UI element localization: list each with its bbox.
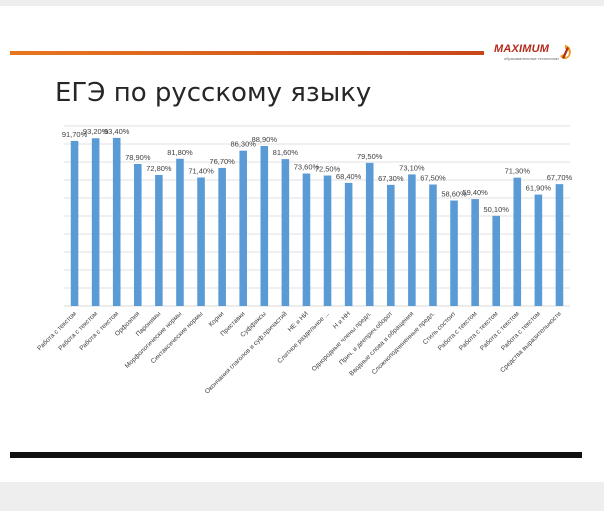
slide-title: ЕГЭ по русскому языку [55, 78, 372, 108]
bar [386, 184, 395, 306]
bar-value-label: 78,90% [125, 153, 151, 162]
bar [429, 184, 437, 306]
bar [91, 138, 100, 306]
bar [492, 215, 501, 306]
category-tick-label: Работа с текстом [36, 309, 79, 352]
category-tick-label: Работа с текстом [499, 309, 542, 352]
header-accent-line [10, 51, 484, 55]
slide: MAXIMUM образовательные технологии ЕГЭ п… [0, 6, 604, 482]
bar-value-label: 81,80% [167, 148, 193, 157]
bar [197, 177, 205, 306]
bar-value-label: 71,40% [188, 166, 214, 175]
category-tick-label: Работа с текстом [78, 309, 121, 352]
bar-value-label: 86,30% [230, 140, 256, 149]
logo-mark-icon [560, 45, 571, 59]
bar-value-label: 67,50% [420, 174, 446, 183]
bar [555, 184, 564, 306]
bar-value-label: 68,40% [336, 172, 362, 181]
bar-value-label: 50,10% [483, 205, 509, 214]
bar [408, 174, 416, 306]
bar-value-label: 67,30% [378, 174, 404, 183]
bar-value-label: 67,70% [547, 173, 573, 182]
bar [281, 159, 290, 306]
bar-value-label: 73,10% [399, 163, 425, 172]
bar-value-label: 73,60% [294, 163, 320, 172]
bar [133, 163, 142, 306]
bar [218, 167, 226, 306]
bar-value-label: 91,70% [62, 130, 88, 139]
bar-value-label: 76,70% [209, 157, 235, 166]
bar-chart: 91,70% Работа с текстом 93,20% Работа с тек… [36, 125, 573, 395]
bar [344, 182, 353, 306]
bar-value-label: 81,60% [273, 148, 299, 157]
logo-tagline: образовательные технологии [504, 56, 559, 61]
bar [450, 200, 458, 306]
bar-value-label: 72,80% [146, 164, 172, 173]
bar [176, 158, 184, 306]
bar [239, 150, 248, 306]
category-tick-label: Работа с текстом [436, 309, 479, 352]
category-tick-label: Н и НН [332, 310, 352, 330]
bar [155, 174, 163, 306]
bar [471, 199, 479, 306]
category-tick-label: Работа с текстом [57, 309, 100, 352]
bar-value-label: 79,50% [357, 152, 383, 161]
category-tick-label: Работа с текстом [478, 309, 521, 352]
bar-value-label: 58,60% [441, 190, 467, 199]
bar-value-label: 59,40% [462, 188, 488, 197]
bar [365, 162, 374, 306]
bar [260, 145, 269, 306]
bar [70, 140, 79, 306]
bar [323, 175, 332, 306]
footer-line [10, 452, 582, 458]
bar-value-label: 61,90% [526, 184, 552, 193]
bar [112, 137, 121, 306]
maximum-logo: MAXIMUM образовательные технологии [494, 42, 576, 64]
bar [302, 173, 311, 306]
bar-value-label: 93,20% [83, 127, 109, 136]
logo-wordmark: MAXIMUM [494, 43, 550, 55]
bar-value-label: 72,50% [315, 165, 341, 174]
category-tick-label: Работа с текстом [457, 309, 500, 352]
bar-value-label: 93,40% [104, 127, 130, 136]
bar [534, 194, 543, 306]
bar [513, 177, 522, 306]
bar-value-label: 71,30% [505, 167, 531, 176]
category-tick-label: Корни [208, 310, 226, 328]
bar-value-label: 88,90% [252, 135, 278, 144]
